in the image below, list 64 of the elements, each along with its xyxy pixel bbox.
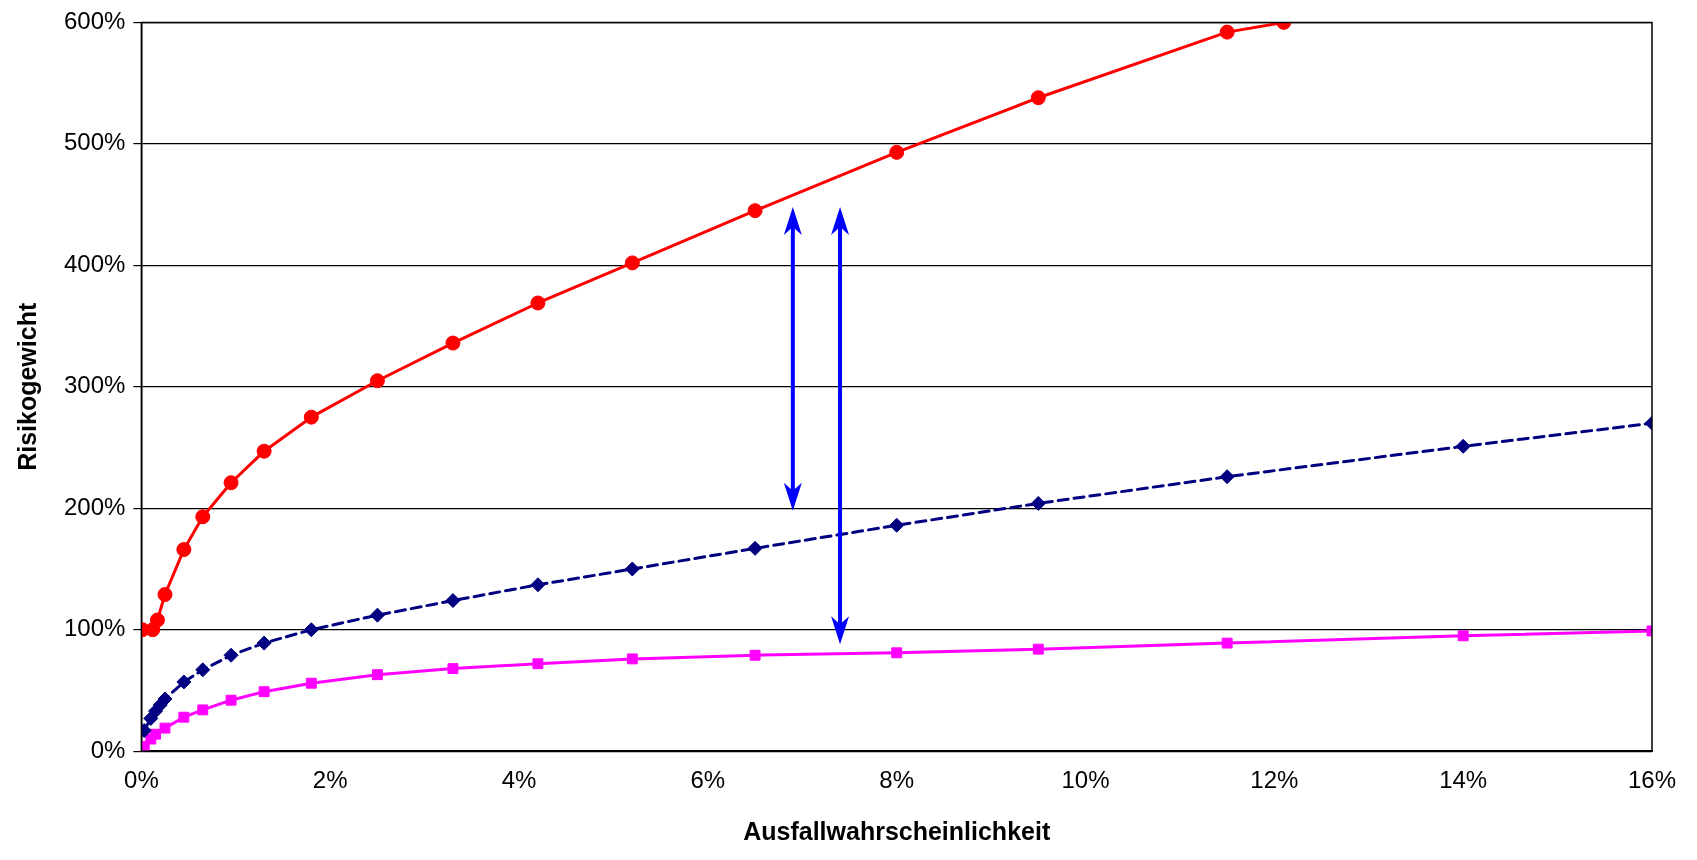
point bbox=[749, 649, 761, 661]
point bbox=[1219, 24, 1235, 40]
point bbox=[223, 475, 239, 491]
point bbox=[303, 622, 319, 638]
point bbox=[225, 694, 237, 706]
point bbox=[1030, 90, 1046, 106]
y-tick-label: 400% bbox=[63, 249, 126, 277]
point bbox=[1455, 438, 1471, 454]
point bbox=[626, 653, 638, 665]
point bbox=[178, 711, 190, 723]
point bbox=[1221, 637, 1233, 649]
point bbox=[303, 409, 319, 425]
x-tick-label: 2% bbox=[312, 766, 348, 794]
point bbox=[195, 509, 211, 525]
point bbox=[889, 144, 905, 160]
x-tick-label: 10% bbox=[1061, 766, 1110, 794]
x-tick-label: 16% bbox=[1627, 766, 1677, 794]
point bbox=[747, 540, 763, 556]
x-tick-label: 0% bbox=[124, 766, 159, 794]
point bbox=[530, 295, 546, 311]
x-tick-label: 8% bbox=[879, 766, 915, 794]
y-tick-label: 600% bbox=[63, 7, 126, 35]
x-axis-title: Ausfallwahrscheinlichkeit bbox=[743, 816, 1051, 845]
y-tick-label: 300% bbox=[63, 371, 126, 399]
point bbox=[447, 663, 459, 675]
x-tick-label: 12% bbox=[1250, 766, 1299, 794]
point bbox=[624, 561, 640, 577]
point bbox=[256, 635, 272, 651]
point bbox=[1032, 643, 1044, 655]
point bbox=[369, 607, 385, 623]
point bbox=[305, 677, 317, 689]
point bbox=[157, 691, 173, 707]
point bbox=[445, 335, 461, 351]
point bbox=[157, 587, 173, 603]
point bbox=[1219, 469, 1235, 485]
point bbox=[176, 542, 192, 558]
point bbox=[223, 647, 239, 663]
x-tick-label: 4% bbox=[501, 766, 537, 794]
point bbox=[371, 669, 383, 681]
x-tick-label: 14% bbox=[1439, 766, 1488, 794]
point bbox=[747, 203, 763, 219]
point bbox=[176, 674, 192, 690]
y-tick-label: 500% bbox=[63, 128, 126, 156]
point bbox=[1030, 495, 1046, 511]
point bbox=[891, 647, 903, 659]
y-axis-title: Risikogewicht bbox=[12, 302, 41, 471]
x-tick-label: 6% bbox=[690, 766, 726, 794]
point bbox=[530, 577, 546, 593]
point bbox=[369, 373, 385, 389]
point bbox=[1457, 630, 1469, 642]
point bbox=[149, 612, 165, 628]
point bbox=[197, 704, 209, 716]
point bbox=[624, 255, 640, 271]
y-tick-label: 100% bbox=[63, 614, 126, 642]
point bbox=[150, 728, 161, 740]
y-tick-label: 200% bbox=[63, 492, 126, 520]
point bbox=[159, 722, 171, 734]
point bbox=[445, 593, 461, 609]
point bbox=[258, 686, 270, 698]
point bbox=[532, 658, 544, 670]
point bbox=[256, 443, 272, 459]
y-tick-label: 0% bbox=[90, 735, 126, 763]
point bbox=[889, 517, 905, 533]
point bbox=[195, 662, 211, 678]
